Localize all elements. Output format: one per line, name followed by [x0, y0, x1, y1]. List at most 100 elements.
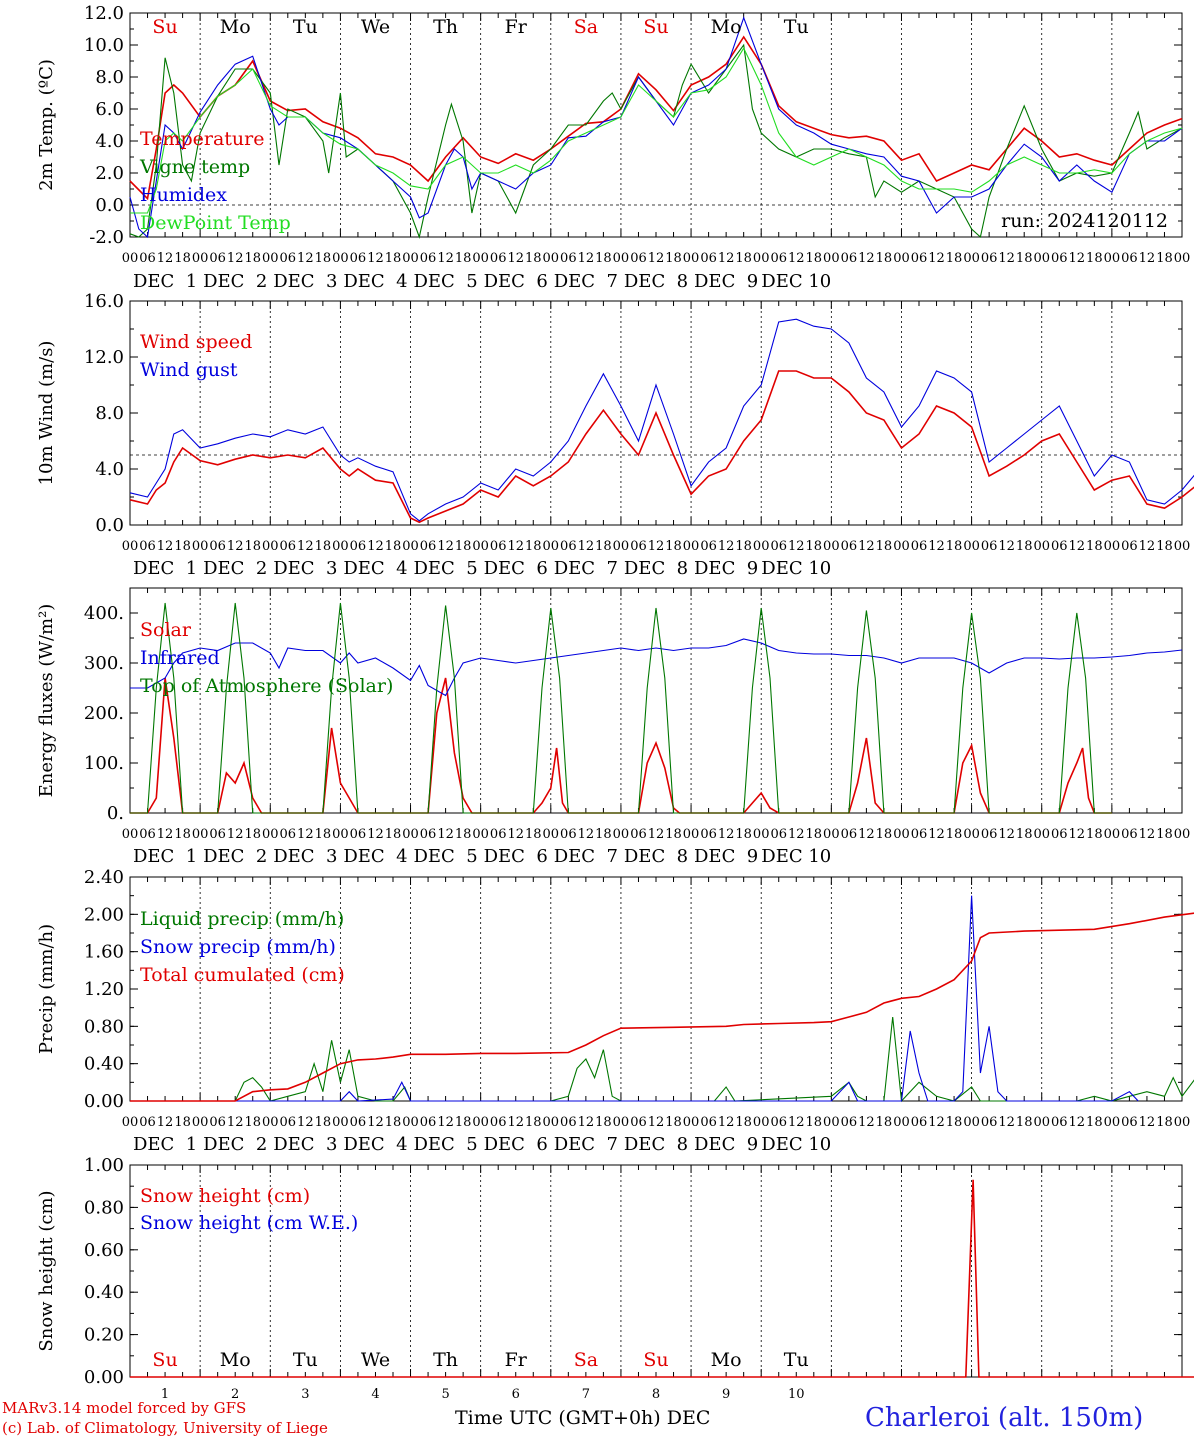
hour-tick-label: 06: [280, 827, 297, 842]
day-label: DEC 7: [554, 1134, 618, 1155]
hour-tick-label: 06: [841, 827, 858, 842]
hour-tick-label: 12: [718, 827, 735, 842]
day-label: DEC 2: [203, 1134, 267, 1155]
hour-tick-label: 12: [507, 539, 524, 554]
hour-tick-label: 18: [946, 827, 963, 842]
hour-tick-label: 00: [262, 827, 279, 842]
hour-tick-label: 12: [157, 1115, 174, 1130]
day-label: DEC 1: [133, 1134, 197, 1155]
hour-tick-label: 00: [122, 539, 139, 554]
y-tick-label: 10.0: [84, 35, 124, 56]
weekday-label: Mo: [711, 16, 742, 38]
hour-tick-label: 18: [735, 539, 752, 554]
hour-tick-label: 00: [543, 1115, 560, 1130]
y-tick-label: 1.60: [84, 942, 124, 963]
hour-tick-label: 00: [402, 539, 419, 554]
hour-tick-label: 06: [560, 251, 577, 266]
hour-tick-label: 06: [209, 827, 226, 842]
hour-tick-label: 06: [1051, 1115, 1068, 1130]
hour-tick-label: 00: [472, 827, 489, 842]
hour-tick-label: 18: [876, 251, 893, 266]
hour-tick-label: 00: [893, 251, 910, 266]
hour-tick-label: 00: [683, 1115, 700, 1130]
hour-tick-label: 00: [753, 539, 770, 554]
hour-tick-label: 12: [1069, 827, 1086, 842]
y-tick-label: 1.00: [84, 1155, 124, 1176]
hour-tick-label: 00: [402, 1115, 419, 1130]
day-label: DEC 6: [484, 558, 548, 579]
y-tick-label: 400.: [84, 603, 124, 624]
legend-entry: Snow height (cm): [140, 1185, 310, 1207]
y-tick-label: 12.0: [84, 347, 124, 368]
hour-tick-label: 06: [1121, 827, 1138, 842]
panels: -2.00.02.04.06.08.010.012.02m Temp. (ºC)…: [36, 3, 1194, 1402]
day-label: DEC 10: [761, 846, 831, 867]
hour-tick-label: 06: [911, 1115, 928, 1130]
hour-tick-label: 06: [139, 539, 156, 554]
legend-entry: Wind gust: [140, 359, 238, 381]
hour-tick-label: 12: [297, 251, 314, 266]
hour-tick-label: 00: [963, 539, 980, 554]
hour-tick-label: 18: [315, 539, 332, 554]
hour-tick-label: 18: [1156, 539, 1173, 554]
day-label: DEC 1: [133, 558, 197, 579]
hour-tick-label: 00: [262, 539, 279, 554]
plot-frame: [129, 587, 1183, 814]
hour-tick-label: 06: [1051, 539, 1068, 554]
hour-tick-label: 12: [718, 1115, 735, 1130]
hour-tick-label: 18: [1016, 1115, 1033, 1130]
hour-tick-label: 00: [192, 251, 209, 266]
hour-tick-label: 00: [1174, 251, 1191, 266]
hour-tick-label: 18: [525, 251, 542, 266]
hour-tick-label: 00: [823, 539, 840, 554]
hour-tick-label: 06: [911, 827, 928, 842]
day-label: DEC 5: [413, 1134, 477, 1155]
hour-tick-label: 12: [718, 251, 735, 266]
hour-tick-label: 18: [595, 1115, 612, 1130]
weekday-label: Th: [433, 1349, 458, 1371]
hour-tick-label: 00: [262, 251, 279, 266]
day-number-label: 2: [231, 1387, 239, 1402]
hour-tick-label: 00: [122, 827, 139, 842]
run-label: run: 2024120112: [1001, 210, 1168, 232]
day-label: DEC 3: [273, 1134, 337, 1155]
hour-tick-label: 12: [1069, 251, 1086, 266]
hour-tick-label: 12: [928, 251, 945, 266]
hour-tick-label: 18: [1016, 539, 1033, 554]
hour-tick-label: 18: [385, 1115, 402, 1130]
hour-tick-label: 06: [841, 1115, 858, 1130]
hour-tick-label: 12: [437, 251, 454, 266]
hour-tick-label: 12: [928, 539, 945, 554]
day-label: DEC 2: [203, 846, 267, 867]
hour-tick-label: 18: [665, 827, 682, 842]
hour-tick-label: 00: [613, 539, 630, 554]
day-label: DEC 4: [343, 846, 407, 867]
hour-tick-label: 12: [157, 251, 174, 266]
hour-tick-label: 06: [350, 539, 367, 554]
hour-tick-label: 06: [420, 251, 437, 266]
y-tick-label: 0.: [107, 803, 124, 824]
hour-tick-label: 06: [700, 539, 717, 554]
hour-tick-label: 00: [753, 1115, 770, 1130]
y-tick-label: 0.20: [84, 1325, 124, 1346]
hour-tick-label: 18: [315, 1115, 332, 1130]
hour-tick-label: 00: [1174, 539, 1191, 554]
panel-1: -2.0 0.0 2.0 4.0 6.0 8.0 10.0 12.0 2m Temp. (ºC)…: [36, 3, 1190, 292]
hour-tick-label: 12: [578, 539, 595, 554]
day-label: DEC 8: [624, 271, 688, 292]
weekday-label: Su: [643, 16, 668, 38]
day-label: DEC 7: [554, 558, 618, 579]
day-label: DEC 7: [554, 846, 618, 867]
x-axis-title: Time UTC (GMT+0h) DEC: [455, 1407, 710, 1429]
hour-tick-label: 06: [981, 539, 998, 554]
hour-tick-label: 12: [788, 251, 805, 266]
hour-tick-label: 06: [1051, 251, 1068, 266]
hour-tick-label: 18: [244, 1115, 261, 1130]
hour-tick-label: 18: [455, 539, 472, 554]
hour-tick-label: 18: [1086, 539, 1103, 554]
hour-tick-label: 00: [613, 251, 630, 266]
y-tick-label: 4.0: [95, 131, 124, 152]
series-line-dewpoint-temp: [130, 47, 1183, 214]
hour-tick-label: 06: [841, 251, 858, 266]
hour-tick-label: 12: [858, 539, 875, 554]
